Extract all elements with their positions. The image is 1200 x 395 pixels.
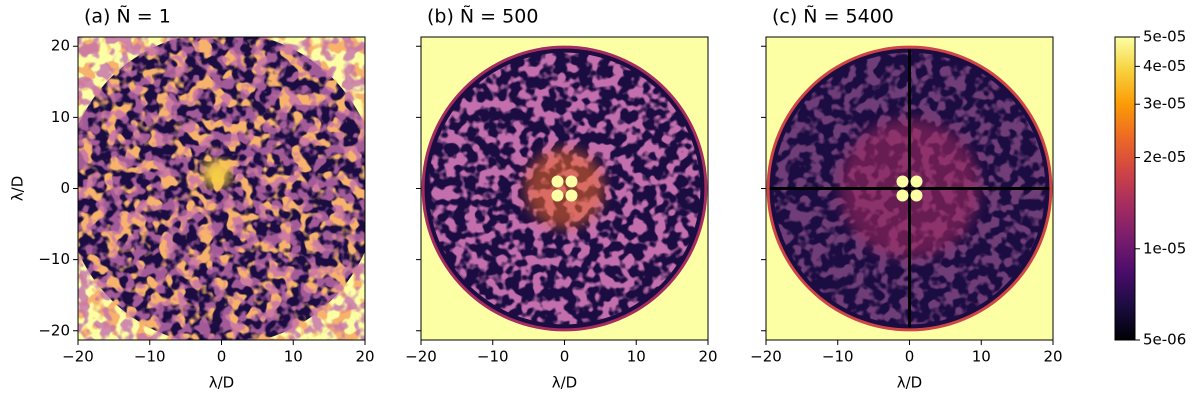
colorbar — [1114, 36, 1136, 341]
x-axis-label: λ/D — [552, 374, 577, 392]
core-spot — [910, 175, 923, 188]
x-tick-label: −10 — [822, 348, 854, 366]
x-tick-label: 20 — [355, 348, 374, 366]
y-tick-label: 10 — [51, 108, 70, 126]
colorbar-tick-label: 5e-05 — [1143, 28, 1186, 46]
core-spot — [896, 175, 909, 188]
x-tick-label: 10 — [284, 348, 303, 366]
heatmap-image — [421, 37, 708, 340]
panel-title: (a) Ñ = 1 — [84, 5, 171, 28]
core-spot — [551, 175, 564, 188]
core-spot — [565, 175, 578, 188]
y-tick-label: −10 — [38, 250, 70, 268]
x-tick-label: −10 — [134, 348, 166, 366]
x-tick-label: 10 — [972, 348, 991, 366]
colorbar-tick-label: 2e-05 — [1143, 148, 1186, 166]
colorbar-tick-label: 4e-05 — [1143, 57, 1186, 75]
y-tick-label: 20 — [51, 37, 70, 55]
colorbar-tick-label: 3e-05 — [1143, 95, 1186, 113]
x-tick-label: 0 — [560, 348, 570, 366]
core-spot — [896, 189, 909, 202]
panel-title: (b) Ñ = 500 — [427, 5, 538, 28]
x-axis-label: λ/D — [209, 374, 234, 392]
x-tick-label: −20 — [62, 348, 94, 366]
core-spot — [551, 189, 564, 202]
x-tick-label: −20 — [405, 348, 437, 366]
core-spot — [565, 189, 578, 202]
y-axis-label: λ/D — [9, 176, 27, 201]
heatmap-image — [766, 37, 1053, 340]
core-spot — [910, 189, 923, 202]
x-tick-label: 20 — [1043, 348, 1062, 366]
speckle — [78, 37, 365, 340]
halo — [524, 148, 605, 229]
x-tick-label: 0 — [217, 348, 227, 366]
colorbar-tick-label: 1e-05 — [1143, 239, 1186, 257]
heatmap-image — [78, 37, 365, 340]
x-tick-label: 0 — [905, 348, 915, 366]
x-tick-label: 20 — [698, 348, 717, 366]
colorbar-tick-label: 5e-06 — [1143, 331, 1186, 349]
x-tick-label: −10 — [477, 348, 509, 366]
x-tick-label: 10 — [627, 348, 646, 366]
x-axis-label: λ/D — [897, 374, 922, 392]
y-tick-label: 0 — [60, 179, 70, 197]
y-tick-label: −20 — [38, 321, 70, 339]
core — [202, 159, 231, 188]
x-tick-label: −20 — [750, 348, 782, 366]
panel-title: (c) Ñ = 5400 — [772, 5, 894, 28]
